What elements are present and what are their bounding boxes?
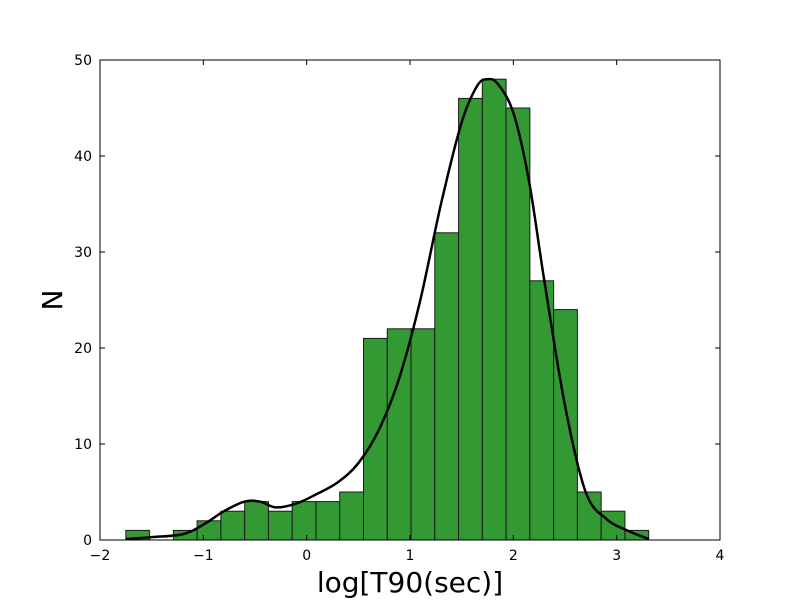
x-axis-ticks: −2 −1 0 1 2 3 4 — [90, 60, 725, 564]
y-tick-label: 40 — [74, 149, 92, 165]
histogram-bar — [410, 328, 436, 541]
x-tick-label: 4 — [716, 548, 725, 564]
x-tick-label: 2 — [509, 548, 518, 564]
y-axis-ticks: 0 10 20 30 40 50 — [74, 53, 720, 549]
y-tick-label: 10 — [74, 437, 92, 453]
histogram-bar — [220, 510, 246, 541]
histogram-bars — [125, 78, 650, 541]
x-tick-label: 3 — [612, 548, 621, 564]
histogram-bar — [291, 501, 317, 541]
histogram-bar — [196, 520, 222, 541]
x-tick-label: −1 — [193, 548, 214, 564]
y-tick-label: 50 — [74, 53, 92, 69]
histogram-bar — [386, 328, 412, 541]
histogram-bar — [315, 501, 341, 541]
density-curve — [125, 77, 650, 541]
y-tick-label: 30 — [74, 245, 92, 261]
x-tick-label: 0 — [302, 548, 311, 564]
histogram-bar — [267, 510, 293, 541]
x-tick-label: −2 — [90, 548, 111, 564]
x-tick-label: 1 — [406, 548, 415, 564]
y-axis-label: N — [36, 290, 69, 311]
histogram-bar — [434, 232, 460, 541]
histogram-bar — [458, 97, 483, 541]
y-tick-label: 20 — [74, 341, 92, 357]
histogram-bar — [481, 78, 507, 541]
histogram-bar — [553, 309, 578, 541]
histogram-bar — [244, 501, 269, 541]
histogram-bar — [339, 491, 365, 541]
y-tick-label: 0 — [83, 533, 92, 549]
x-axis-label: log[T90(sec)] — [317, 566, 503, 599]
histogram-bar — [600, 510, 626, 541]
